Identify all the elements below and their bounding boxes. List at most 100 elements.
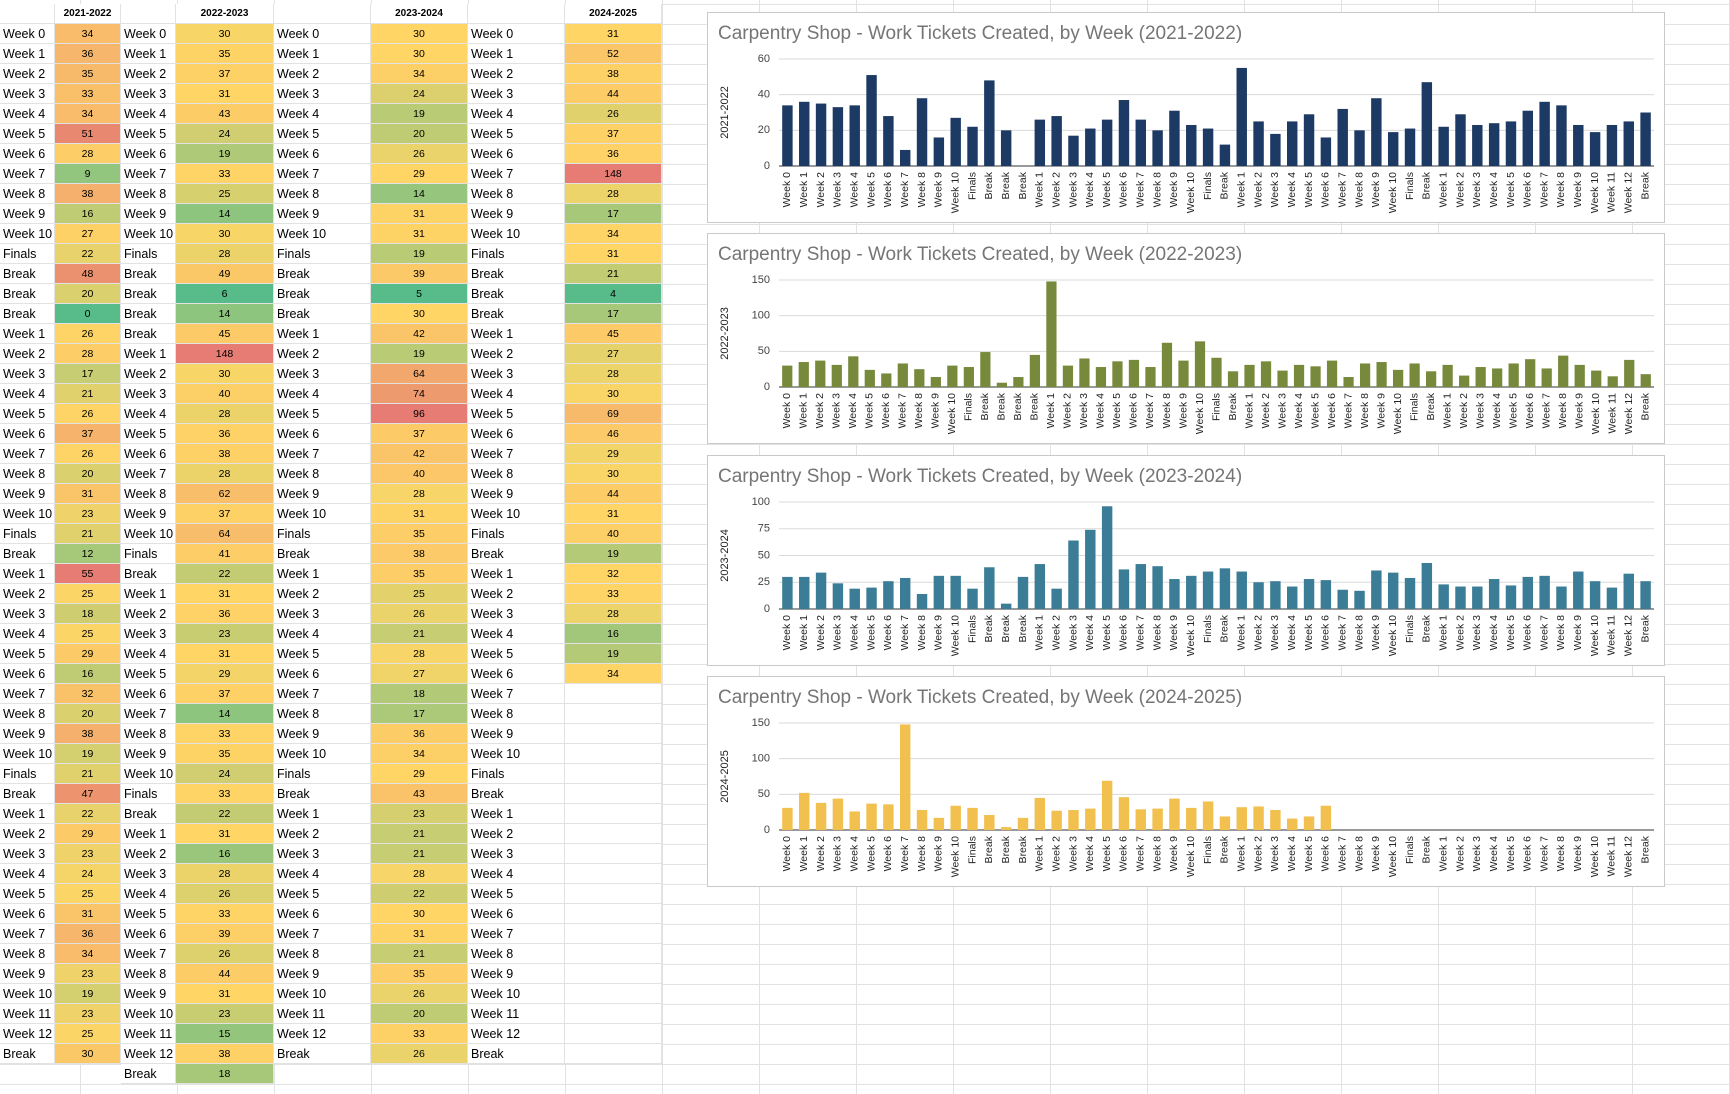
row-label: Break (0, 544, 55, 564)
empty-cell (565, 744, 662, 764)
x-tick-label: Break (996, 392, 1008, 420)
row-label: Finals (274, 244, 371, 264)
value-cell: 31 (176, 84, 274, 104)
row-label: Week 6 (121, 924, 176, 944)
y-axis-label: 2023-2024 (719, 529, 731, 582)
bar (1101, 119, 1113, 166)
row-label: Week 4 (274, 104, 371, 124)
value-cell: 28 (565, 364, 662, 384)
row-label: Break (121, 264, 176, 284)
row-label: Week 5 (468, 124, 565, 144)
row-label: Week 9 (468, 964, 565, 984)
bar (1169, 579, 1180, 609)
x-tick-label: Finals (1404, 836, 1416, 864)
value-cell: 31 (371, 504, 468, 524)
row-label: Week 2 (121, 844, 176, 864)
row-label: Week 10 (468, 744, 565, 764)
x-tick-label: Break (983, 835, 995, 863)
value-cell: 28 (371, 644, 468, 664)
value-cell: 28 (55, 344, 121, 364)
bar (1387, 572, 1399, 609)
x-tick-label: Week 10 (1185, 615, 1197, 656)
column-header: 2024-2025 (565, 4, 662, 24)
bar (1169, 798, 1180, 830)
row-label: Week 6 (0, 144, 55, 164)
row-label: Week 8 (468, 704, 565, 724)
bar (1202, 128, 1214, 166)
value-cell: 24 (371, 84, 468, 104)
bar (916, 594, 928, 609)
x-tick-label: Break (1639, 171, 1651, 199)
row-label: Week 1 (274, 44, 371, 64)
column-header: 2021-2022 (55, 4, 121, 24)
value-cell: 25 (55, 1024, 121, 1044)
x-tick-label: Week 3 (1067, 615, 1079, 651)
row-label: Week 6 (274, 904, 371, 924)
chart: Carpentry Shop - Work Tickets Created, b… (718, 687, 1654, 877)
x-tick-label: Week 4 (849, 615, 861, 651)
x-tick-label: Week 8 (1555, 836, 1567, 872)
row-label: Week 10 (0, 224, 55, 244)
x-tick-label: Week 5 (865, 836, 877, 872)
value-cell: 35 (371, 524, 468, 544)
row-label: Week 4 (274, 864, 371, 884)
x-tick-label: Week 9 (933, 615, 945, 651)
value-cell: 30 (371, 24, 468, 44)
value-cell: 21 (55, 384, 121, 404)
x-tick-label: Week 9 (1168, 172, 1180, 208)
row-label: Break (274, 1044, 371, 1064)
value-cell: 41 (176, 544, 274, 564)
row-label: Week 12 (0, 1024, 55, 1044)
bar (1046, 281, 1057, 387)
value-cell: 46 (565, 424, 662, 444)
value-cell: 30 (565, 384, 662, 404)
row-label: Week 7 (468, 164, 565, 184)
value-cell: 26 (55, 444, 121, 464)
value-cell: 30 (371, 44, 468, 64)
bar (1371, 98, 1382, 166)
row-label: Week 0 (468, 24, 565, 44)
row-label: Week 7 (121, 464, 176, 484)
row-label: Week 9 (274, 724, 371, 744)
row-label: Week 1 (468, 44, 565, 64)
row-label: Week 8 (121, 964, 176, 984)
row-label: Week 10 (0, 744, 55, 764)
value-cell: 44 (565, 484, 662, 504)
row-label: Break (274, 304, 371, 324)
bar (1624, 359, 1635, 387)
value-cell: 36 (371, 724, 468, 744)
x-tick-label: Week 9 (1168, 615, 1180, 651)
row-label: Week 7 (274, 924, 371, 944)
x-tick-label: Week 10 (1589, 615, 1601, 656)
x-tick-label: Week 5 (1309, 393, 1321, 429)
x-tick-label: Week 10 (949, 172, 961, 213)
value-cell: 29 (55, 824, 121, 844)
y-axis-label: 2022-2023 (719, 307, 731, 360)
row-label: Week 10 (121, 764, 176, 784)
x-tick-label: Week 3 (1471, 172, 1483, 208)
row-label: Week 1 (0, 804, 55, 824)
x-tick-label: Break (1029, 392, 1041, 420)
bar (1640, 374, 1651, 387)
x-tick-label: Week 12 (1623, 836, 1635, 877)
x-tick-label: Week 10 (1185, 172, 1197, 213)
row-label: Week 3 (121, 384, 176, 404)
bar (1186, 575, 1197, 609)
row-label: Week 4 (0, 864, 55, 884)
value-cell: 26 (55, 404, 121, 424)
row-label: Week 11 (121, 1024, 176, 1044)
value-cell: 34 (371, 64, 468, 84)
x-tick-label: Week 7 (1538, 615, 1550, 651)
row-label: Finals (468, 764, 565, 784)
x-tick-label: Break (1017, 835, 1029, 863)
bar (1227, 371, 1239, 387)
bar (1591, 370, 1602, 387)
value-cell: 32 (55, 684, 121, 704)
y-tick-label: 50 (758, 788, 770, 800)
value-cell: 21 (371, 824, 468, 844)
bar (963, 367, 974, 387)
bar (950, 805, 961, 830)
row-label: Week 1 (121, 824, 176, 844)
value-cell: 23 (176, 1004, 274, 1024)
value-cell: 40 (371, 464, 468, 484)
